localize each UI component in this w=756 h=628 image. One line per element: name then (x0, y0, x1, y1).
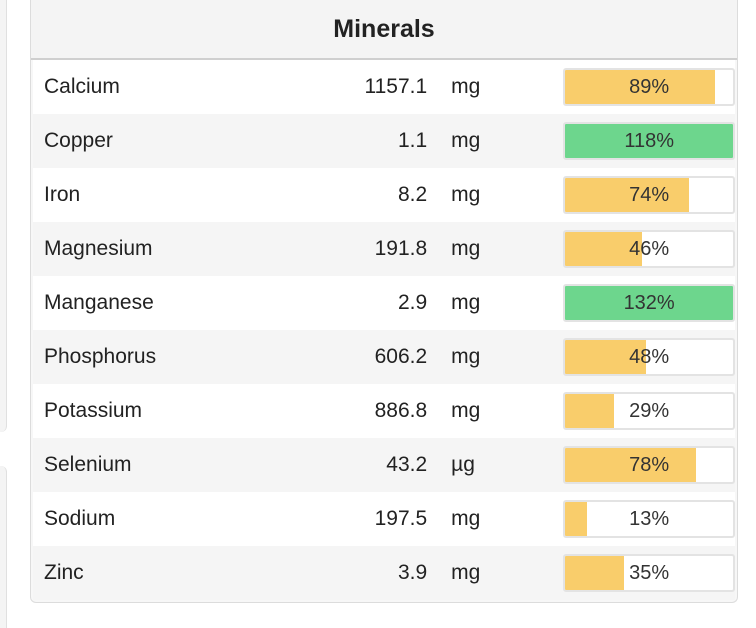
daily-value-bar: 48% (563, 338, 735, 376)
mineral-unit: mg (451, 507, 481, 530)
mineral-name: Manganese (44, 291, 154, 314)
daily-value-percent: 13% (629, 508, 670, 530)
mineral-unit: mg (451, 345, 481, 368)
daily-value-percent: 118% (624, 130, 674, 152)
mineral-name: Phosphorus (44, 345, 157, 368)
mineral-amount: 2.9 (397, 291, 428, 314)
daily-value-bar: 74% (563, 176, 735, 214)
table-row: Phosphorus 606.2 mg 48% (33, 330, 735, 384)
mineral-name: Sodium (44, 507, 116, 530)
table-row: Calcium 1157.1 mg 89% (33, 60, 735, 114)
mineral-unit: mg (451, 129, 481, 152)
mineral-unit: mg (451, 291, 481, 314)
daily-value-percent: 48% (629, 346, 670, 368)
daily-value-percent: 132% (623, 292, 675, 314)
daily-value-bar: 89% (563, 68, 735, 106)
mineral-unit: mg (451, 237, 481, 260)
mineral-amount: 3.9 (397, 561, 428, 584)
daily-value-bar: 35% (563, 554, 735, 592)
daily-value-bar-fill (565, 556, 624, 590)
daily-value-bar: 118% (563, 122, 735, 160)
daily-value-bar-fill (565, 232, 643, 266)
adjacent-panel-edge (0, 0, 7, 432)
mineral-name: Potassium (44, 399, 143, 422)
mineral-unit: mg (451, 561, 481, 584)
mineral-unit: mg (451, 75, 481, 98)
table-row: Selenium 43.2 µg 78% (33, 438, 735, 492)
mineral-amount: 191.8 (374, 237, 428, 260)
daily-value-bar: 13% (563, 500, 735, 538)
mineral-name: Magnesium (44, 237, 153, 260)
table-row: Magnesium 191.8 mg 46% (33, 222, 735, 276)
daily-value-bar-fill (565, 502, 588, 536)
mineral-amount: 43.2 (386, 453, 428, 476)
mineral-amount: 886.8 (374, 399, 428, 422)
daily-value-bar-fill (565, 286, 733, 320)
mineral-name: Calcium (44, 75, 120, 98)
mineral-amount: 8.2 (397, 183, 428, 206)
mineral-name: Copper (44, 129, 113, 152)
mineral-amount: 197.5 (374, 507, 428, 530)
table-row: Sodium 197.5 mg 13% (33, 492, 735, 546)
table-row: Manganese 2.9 mg 132% (33, 276, 735, 330)
daily-value-bar: 29% (563, 392, 735, 430)
mineral-unit: µg (451, 453, 475, 476)
daily-value-percent: 35% (629, 562, 670, 584)
daily-value-percent: 89% (629, 76, 670, 98)
daily-value-percent: 78% (629, 454, 670, 476)
table-row: Potassium 886.8 mg 29% (33, 384, 735, 438)
mineral-amount: 1.1 (397, 129, 428, 152)
panel-title: Minerals (31, 0, 737, 60)
mineral-name: Zinc (44, 561, 84, 584)
table-row: Copper 1.1 mg 118% (33, 114, 735, 168)
daily-value-bar: 132% (563, 284, 735, 322)
daily-value-percent: 29% (629, 400, 670, 422)
daily-value-bar-fill (565, 70, 715, 104)
mineral-unit: mg (451, 399, 481, 422)
mineral-unit: mg (451, 183, 481, 206)
mineral-name: Iron (44, 183, 81, 206)
table-row: Zinc 3.9 mg 35% (33, 546, 735, 600)
daily-value-bar: 78% (563, 446, 735, 484)
daily-value-percent: 74% (629, 184, 670, 206)
daily-value-bar: 46% (563, 230, 735, 268)
adjacent-panel-edge-lower (0, 466, 7, 628)
minerals-table: Calcium 1157.1 mg 89% Copper 1.1 mg 118% Iron 8.2… (33, 60, 735, 600)
mineral-amount: 1157.1 (364, 75, 428, 98)
daily-value-bar-fill (565, 394, 614, 428)
mineral-name: Selenium (44, 453, 132, 476)
minerals-panel: Minerals Calcium 1157.1 mg 89% Copper 1.1 mg 11… (30, 0, 738, 603)
daily-value-bar-fill (565, 178, 690, 212)
daily-value-bar-fill (565, 448, 697, 482)
table-row: Iron 8.2 mg 74% (33, 168, 735, 222)
mineral-amount: 606.2 (374, 345, 428, 368)
daily-value-bar-fill (565, 124, 733, 158)
daily-value-percent: 46% (629, 238, 670, 260)
daily-value-bar-fill (565, 340, 646, 374)
